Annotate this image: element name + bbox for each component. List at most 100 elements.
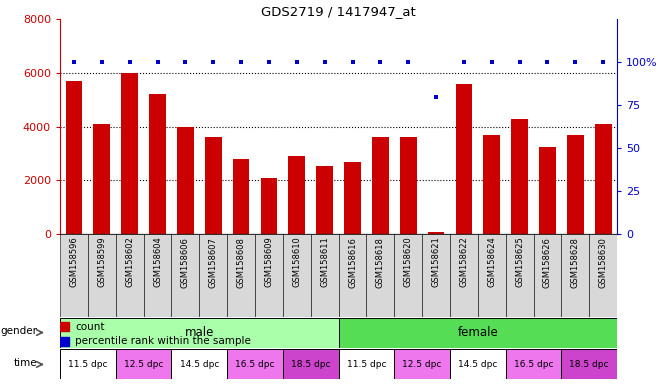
Bar: [233, 159, 249, 234]
Point: [375, 59, 385, 65]
Text: GSM158609: GSM158609: [265, 237, 273, 288]
Text: percentile rank within the sample: percentile rank within the sample: [75, 336, 251, 346]
Text: GSM158602: GSM158602: [125, 237, 134, 288]
Text: 11.5 dpc: 11.5 dpc: [68, 360, 108, 369]
Text: GSM158626: GSM158626: [543, 237, 552, 288]
Bar: [372, 137, 389, 234]
Bar: [339, 349, 394, 379]
Text: GSM158620: GSM158620: [404, 237, 412, 288]
Text: GSM158604: GSM158604: [153, 237, 162, 288]
Bar: [455, 84, 473, 234]
Text: 16.5 dpc: 16.5 dpc: [513, 360, 553, 369]
Text: GSM158618: GSM158618: [376, 237, 385, 288]
Bar: [562, 349, 617, 379]
Bar: [94, 124, 110, 234]
Point: [403, 59, 413, 65]
Text: GSM158607: GSM158607: [209, 237, 218, 288]
Point: [264, 59, 275, 65]
Bar: [88, 234, 115, 317]
Bar: [366, 234, 394, 317]
Text: 18.5 dpc: 18.5 dpc: [570, 360, 609, 369]
Bar: [506, 234, 533, 317]
Bar: [199, 234, 227, 317]
Text: 11.5 dpc: 11.5 dpc: [346, 360, 386, 369]
Text: time: time: [14, 358, 37, 368]
Text: 12.5 dpc: 12.5 dpc: [124, 360, 163, 369]
Bar: [562, 234, 589, 317]
Bar: [311, 234, 339, 317]
Point: [486, 59, 497, 65]
Bar: [483, 135, 500, 234]
Point: [96, 59, 107, 65]
Text: count: count: [75, 321, 104, 331]
Point: [431, 94, 442, 100]
Point: [570, 59, 581, 65]
Bar: [60, 337, 69, 346]
Bar: [121, 73, 138, 234]
Bar: [115, 349, 172, 379]
Point: [319, 59, 330, 65]
Text: GSM158599: GSM158599: [97, 237, 106, 287]
Text: GSM158608: GSM158608: [236, 237, 246, 288]
Point: [292, 59, 302, 65]
Bar: [261, 178, 277, 234]
Bar: [205, 137, 222, 234]
Point: [598, 59, 609, 65]
Bar: [115, 234, 144, 317]
Bar: [422, 234, 450, 317]
Bar: [394, 349, 450, 379]
Bar: [149, 94, 166, 234]
Point: [236, 59, 246, 65]
Text: GSM158625: GSM158625: [515, 237, 524, 288]
Text: gender: gender: [0, 326, 37, 336]
Bar: [450, 349, 506, 379]
Bar: [589, 234, 617, 317]
Point: [208, 59, 218, 65]
Point: [124, 59, 135, 65]
Bar: [255, 234, 283, 317]
Text: GSM158611: GSM158611: [320, 237, 329, 288]
Point: [152, 59, 163, 65]
Text: GSM158606: GSM158606: [181, 237, 190, 288]
Bar: [478, 234, 506, 317]
Bar: [227, 349, 283, 379]
Point: [69, 59, 79, 65]
Text: 14.5 dpc: 14.5 dpc: [180, 360, 219, 369]
Text: female: female: [457, 326, 498, 339]
Bar: [60, 234, 88, 317]
Bar: [60, 318, 339, 348]
Bar: [428, 232, 444, 234]
Point: [514, 59, 525, 65]
Bar: [172, 234, 199, 317]
Text: 14.5 dpc: 14.5 dpc: [458, 360, 498, 369]
Text: 12.5 dpc: 12.5 dpc: [403, 360, 442, 369]
Bar: [512, 119, 528, 234]
Bar: [450, 234, 478, 317]
Text: GSM158630: GSM158630: [599, 237, 608, 288]
Bar: [60, 322, 69, 331]
Bar: [400, 137, 416, 234]
Bar: [394, 234, 422, 317]
Text: GSM158628: GSM158628: [571, 237, 580, 288]
Bar: [283, 234, 311, 317]
Bar: [539, 147, 556, 234]
Bar: [344, 162, 361, 234]
Bar: [65, 81, 82, 234]
Bar: [567, 135, 583, 234]
Bar: [172, 349, 227, 379]
Bar: [283, 349, 339, 379]
Bar: [506, 349, 562, 379]
Point: [347, 59, 358, 65]
Text: GSM158616: GSM158616: [348, 237, 357, 288]
Bar: [339, 318, 617, 348]
Text: GSM158610: GSM158610: [292, 237, 302, 288]
Text: 18.5 dpc: 18.5 dpc: [291, 360, 331, 369]
Bar: [144, 234, 172, 317]
Bar: [60, 349, 116, 379]
Point: [459, 59, 469, 65]
Point: [543, 59, 553, 65]
Bar: [339, 234, 366, 317]
Text: GSM158622: GSM158622: [459, 237, 469, 288]
Bar: [316, 166, 333, 234]
Bar: [227, 234, 255, 317]
